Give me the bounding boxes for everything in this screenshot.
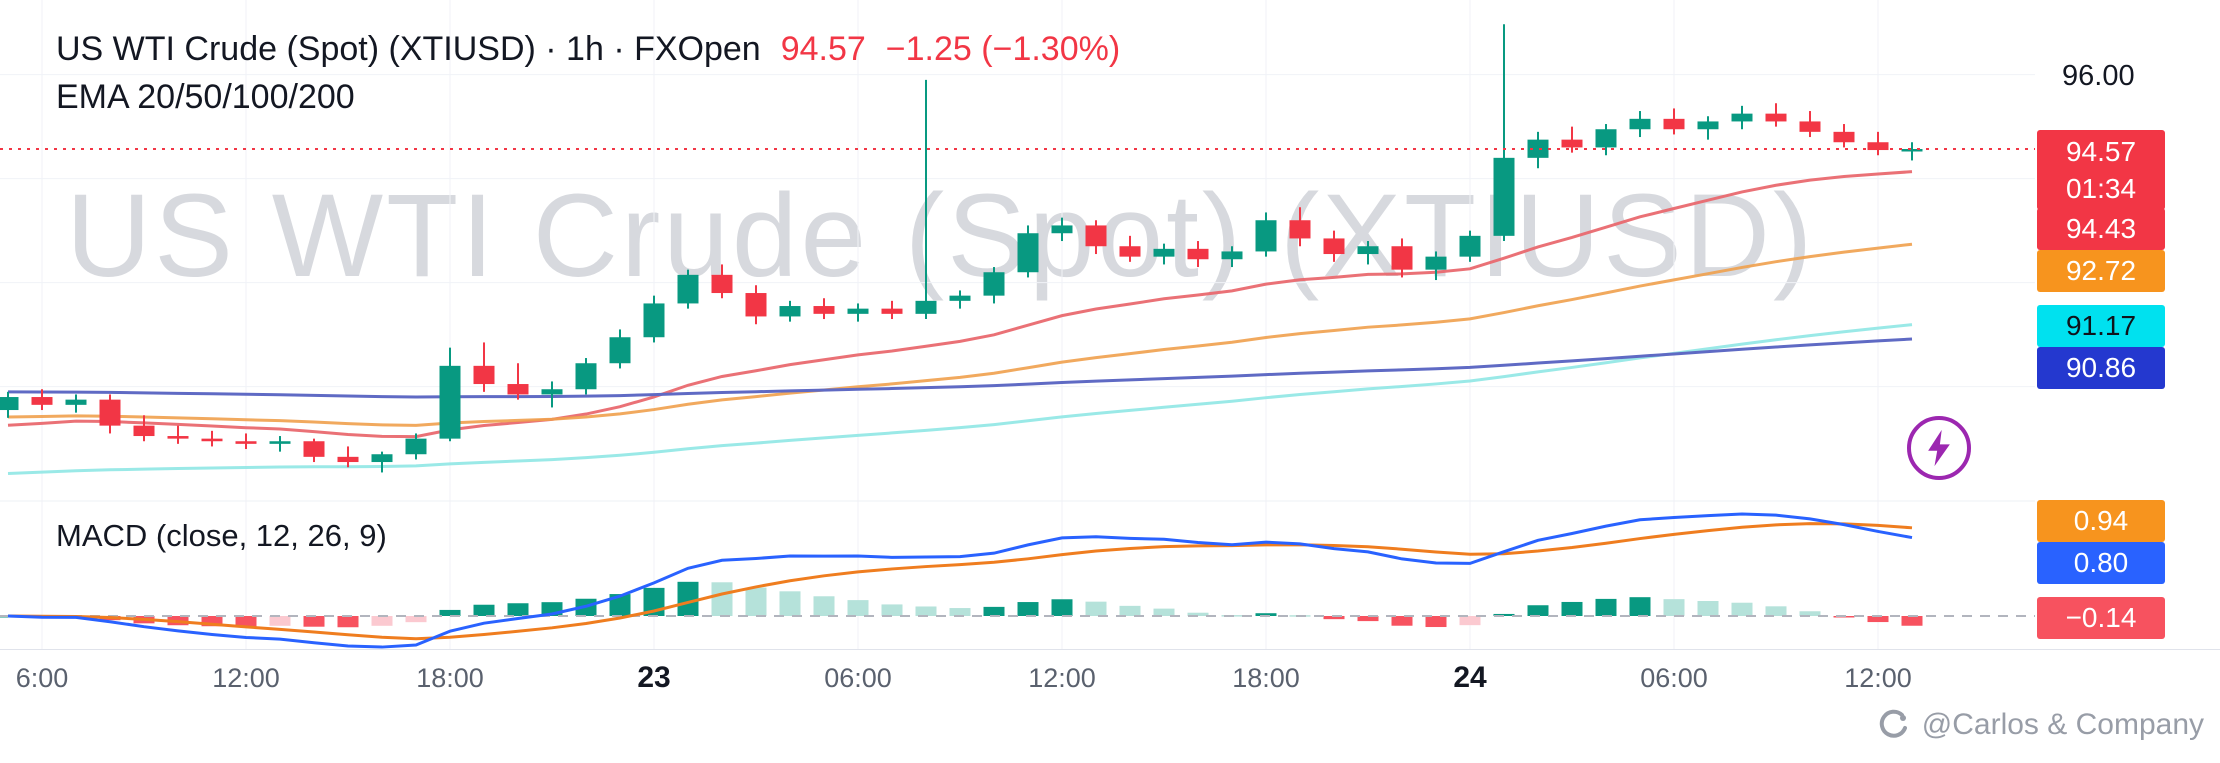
ema100-badge: 91.17 bbox=[2037, 305, 2165, 347]
macd-legend[interactable]: MACD (close, 12, 26, 9) bbox=[56, 518, 387, 553]
time-label: 24 bbox=[1453, 661, 1487, 694]
time-label: 06:00 bbox=[824, 663, 892, 693]
credit-text: @Carlos & Company bbox=[1921, 708, 2204, 741]
time-label: 06:00 bbox=[1640, 663, 1708, 693]
time-label: 23 bbox=[637, 661, 671, 694]
last-price-badge: 94.57 01:34 bbox=[2037, 130, 2165, 210]
lightning-icon bbox=[1928, 429, 1950, 467]
symbol-title[interactable]: US WTI Crude (Spot) (XTIUSD) · 1h · FXOp… bbox=[56, 30, 761, 68]
header-price-change: −1.25 (−1.30%) bbox=[885, 30, 1121, 68]
macd-hist-badge: −0.14 bbox=[2037, 597, 2165, 639]
price-axis-label: 96.00 bbox=[2062, 60, 2135, 92]
price-axis[interactable]: 94.57 01:34 94.43 92.72 91.17 90.86 0.94 0.80… bbox=[2037, 0, 2169, 649]
ema20-badge: 94.43 bbox=[2037, 208, 2165, 250]
time-label: 12:00 bbox=[1028, 663, 1096, 693]
ema-legend[interactable]: EMA 20/50/100/200 bbox=[56, 78, 355, 116]
header-last-price: 94.57 bbox=[780, 30, 866, 68]
time-label: 18:00 bbox=[1232, 663, 1300, 693]
time-label: 6:00 bbox=[15, 663, 69, 693]
time-label: 18:00 bbox=[416, 663, 484, 693]
ema50-badge: 92.72 bbox=[2037, 250, 2165, 292]
symbol-watermark: US WTI Crude (Spot) (XTIUSD) bbox=[66, 170, 1816, 302]
company-logo-icon bbox=[1879, 709, 1907, 738]
credit-watermark: @Carlos & Company bbox=[1878, 708, 2204, 742]
bar-countdown: 01:34 bbox=[2065, 173, 2137, 204]
chart-canvas[interactable] bbox=[0, 0, 2220, 649]
instant-trading-button[interactable] bbox=[1907, 416, 1971, 480]
chart-legend: US WTI Crude (Spot) (XTIUSD) · 1h · FXOp… bbox=[56, 30, 1120, 117]
last-price-value: 94.57 bbox=[2065, 136, 2137, 167]
macd-signal-badge: 0.94 bbox=[2037, 500, 2165, 542]
ema200-badge: 90.86 bbox=[2037, 347, 2165, 389]
macd-line-badge: 0.80 bbox=[2037, 542, 2165, 584]
time-axis[interactable]: 6:00 12:00 18:00 23 06:00 12:00 18:00 24 06:00 12… bbox=[0, 649, 2220, 708]
time-label: 12:00 bbox=[212, 663, 280, 693]
time-label: 12:00 bbox=[1844, 663, 1912, 693]
